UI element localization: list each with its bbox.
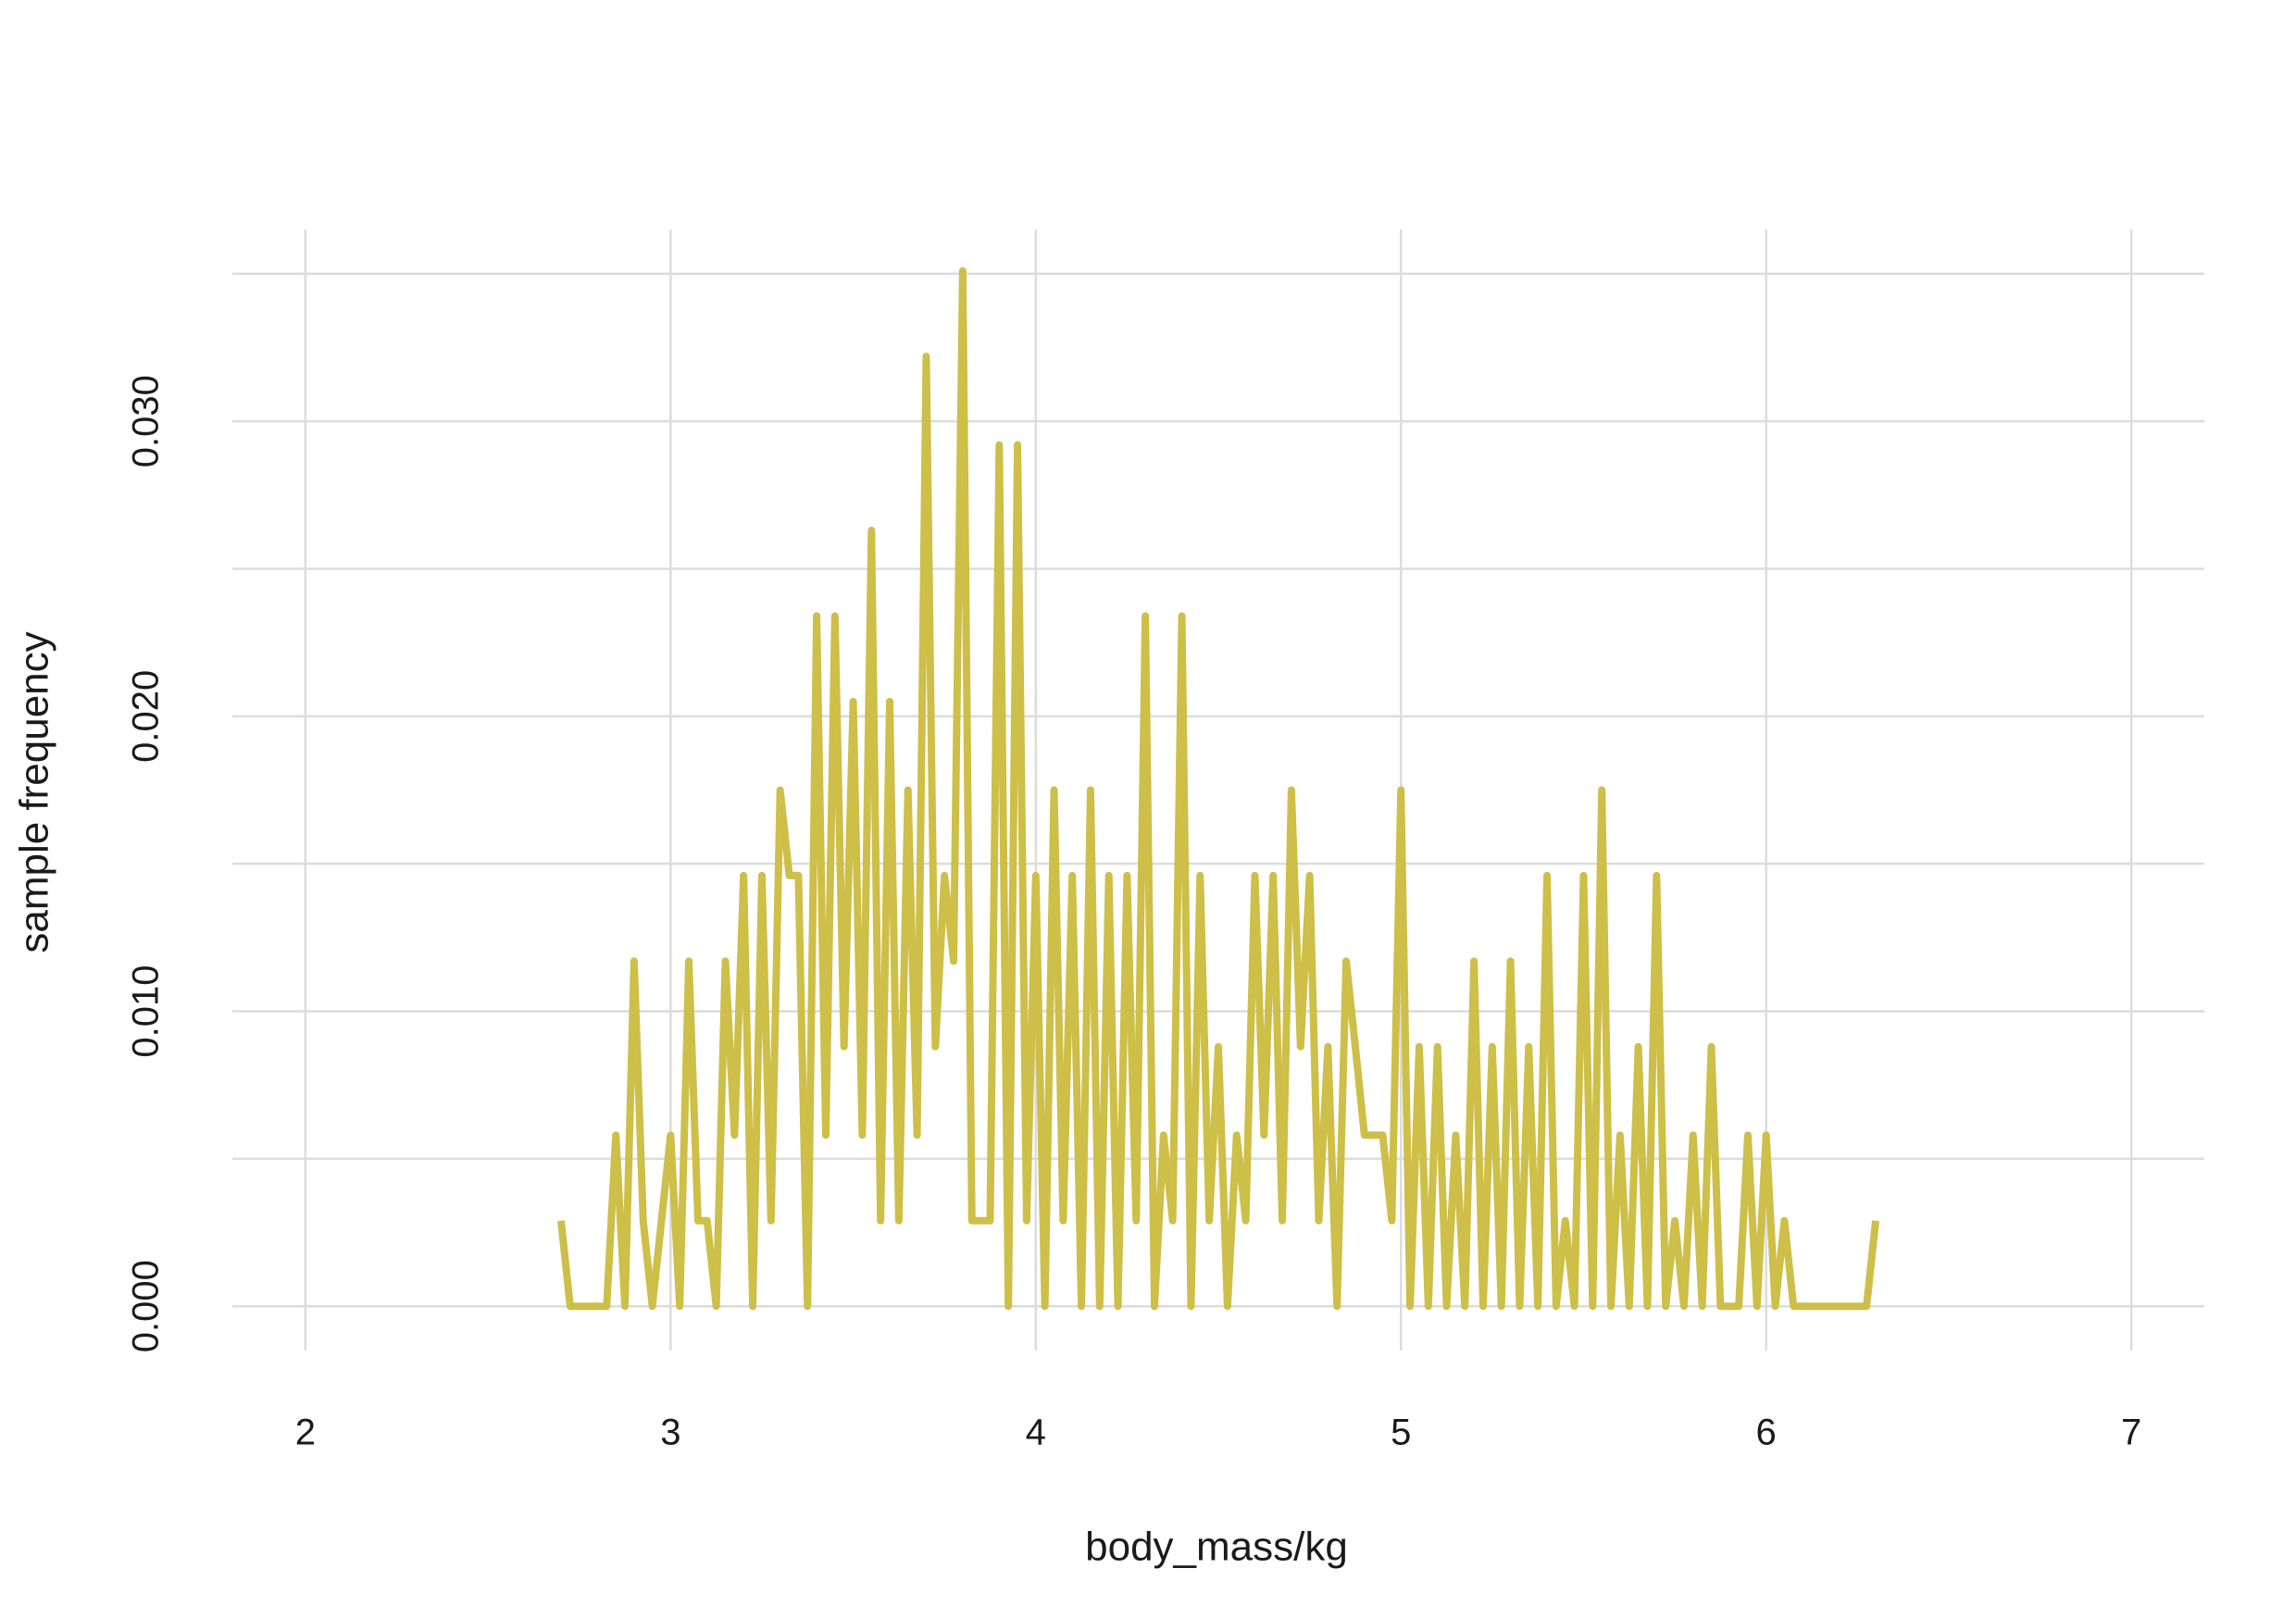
x-tick-label: 7 [2121,1413,2141,1453]
x-tick-label: 3 [660,1413,680,1453]
y-axis-title: sample frequency [12,631,57,952]
y-tick-label: 0.010 [126,965,167,1057]
y-tick-label: 0.000 [126,1260,167,1352]
data-line [557,267,1879,1311]
x-tick-label: 6 [1756,1413,1777,1453]
x-axis-title: body_mass/kg [1085,1525,1348,1570]
y-tick-label: 0.030 [126,375,167,467]
x-tick-label: 4 [1026,1413,1046,1453]
x-tick-label: 5 [1391,1413,1411,1453]
y-tick-label: 0.020 [126,670,167,763]
x-tick-label: 2 [295,1413,316,1453]
